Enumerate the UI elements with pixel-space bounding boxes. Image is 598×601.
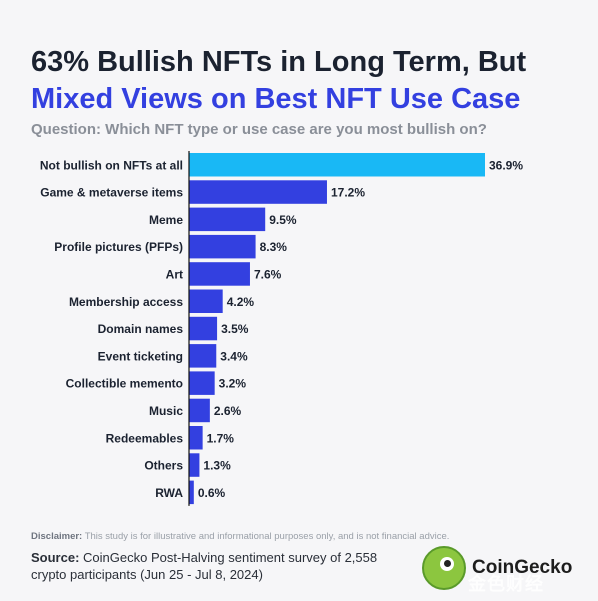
coingecko-logo: CoinGecko xyxy=(422,546,572,590)
source-label: Source: xyxy=(31,550,80,565)
bar xyxy=(189,453,200,477)
data-label: 3.5% xyxy=(221,322,249,336)
chart-title-line2: Mixed Views on Best NFT Use Case xyxy=(31,83,521,115)
chart-subtitle: Question: Which NFT type or use case are… xyxy=(31,121,487,138)
category-label: Music xyxy=(149,404,183,418)
category-label: Collectible memento xyxy=(66,377,183,391)
data-label: 1.3% xyxy=(203,459,231,473)
disclaimer: Disclaimer: This study is for illustrati… xyxy=(31,531,449,542)
data-label: 9.5% xyxy=(269,213,297,227)
data-label: 7.6% xyxy=(254,267,282,281)
bar xyxy=(189,398,210,423)
category-label: Event ticketing xyxy=(98,349,183,363)
bar xyxy=(189,480,194,505)
category-label: RWA xyxy=(155,486,183,500)
data-label: 3.4% xyxy=(220,349,248,363)
data-label: 3.2% xyxy=(219,377,247,391)
data-label: 17.2% xyxy=(331,186,365,200)
data-label: 2.6% xyxy=(214,404,242,418)
bar xyxy=(189,316,218,341)
bar xyxy=(189,344,217,368)
category-label: Redeemables xyxy=(106,431,184,445)
bar xyxy=(189,426,203,450)
source-note: Source: CoinGecko Post-Halving sentiment… xyxy=(31,549,411,583)
bar xyxy=(189,207,266,232)
data-label: 4.2% xyxy=(227,295,255,309)
category-label: Meme xyxy=(149,213,183,227)
source-text: CoinGecko Post-Halving sentiment survey … xyxy=(31,550,378,582)
bar xyxy=(189,153,485,177)
disclaimer-label: Disclaimer: xyxy=(31,531,83,542)
gecko-icon xyxy=(422,546,466,590)
bar xyxy=(189,180,327,204)
logo-text: CoinGecko xyxy=(472,557,573,578)
chart-title-line1: 63% Bullish NFTs in Long Term, But xyxy=(31,46,527,78)
bar xyxy=(189,234,256,259)
bar xyxy=(189,371,215,395)
data-label: 0.6% xyxy=(198,486,226,500)
watermark: 金色财经 xyxy=(468,574,544,594)
category-label: Profile pictures (PFPs) xyxy=(54,240,183,254)
bar xyxy=(189,262,250,286)
category-label: Others xyxy=(144,459,183,473)
category-label: Membership access xyxy=(69,295,183,309)
disclaimer-text: This study is for illustrative and infor… xyxy=(82,531,450,542)
category-label: Game & metaverse items xyxy=(40,186,183,200)
category-label: Not bullish on NFTs at all xyxy=(40,158,183,172)
category-label: Domain names xyxy=(98,322,184,336)
data-label: 36.9% xyxy=(489,158,523,172)
category-label: Art xyxy=(166,267,183,281)
data-label: 8.3% xyxy=(260,240,288,254)
data-label: 1.7% xyxy=(207,431,235,445)
bar xyxy=(189,289,223,313)
